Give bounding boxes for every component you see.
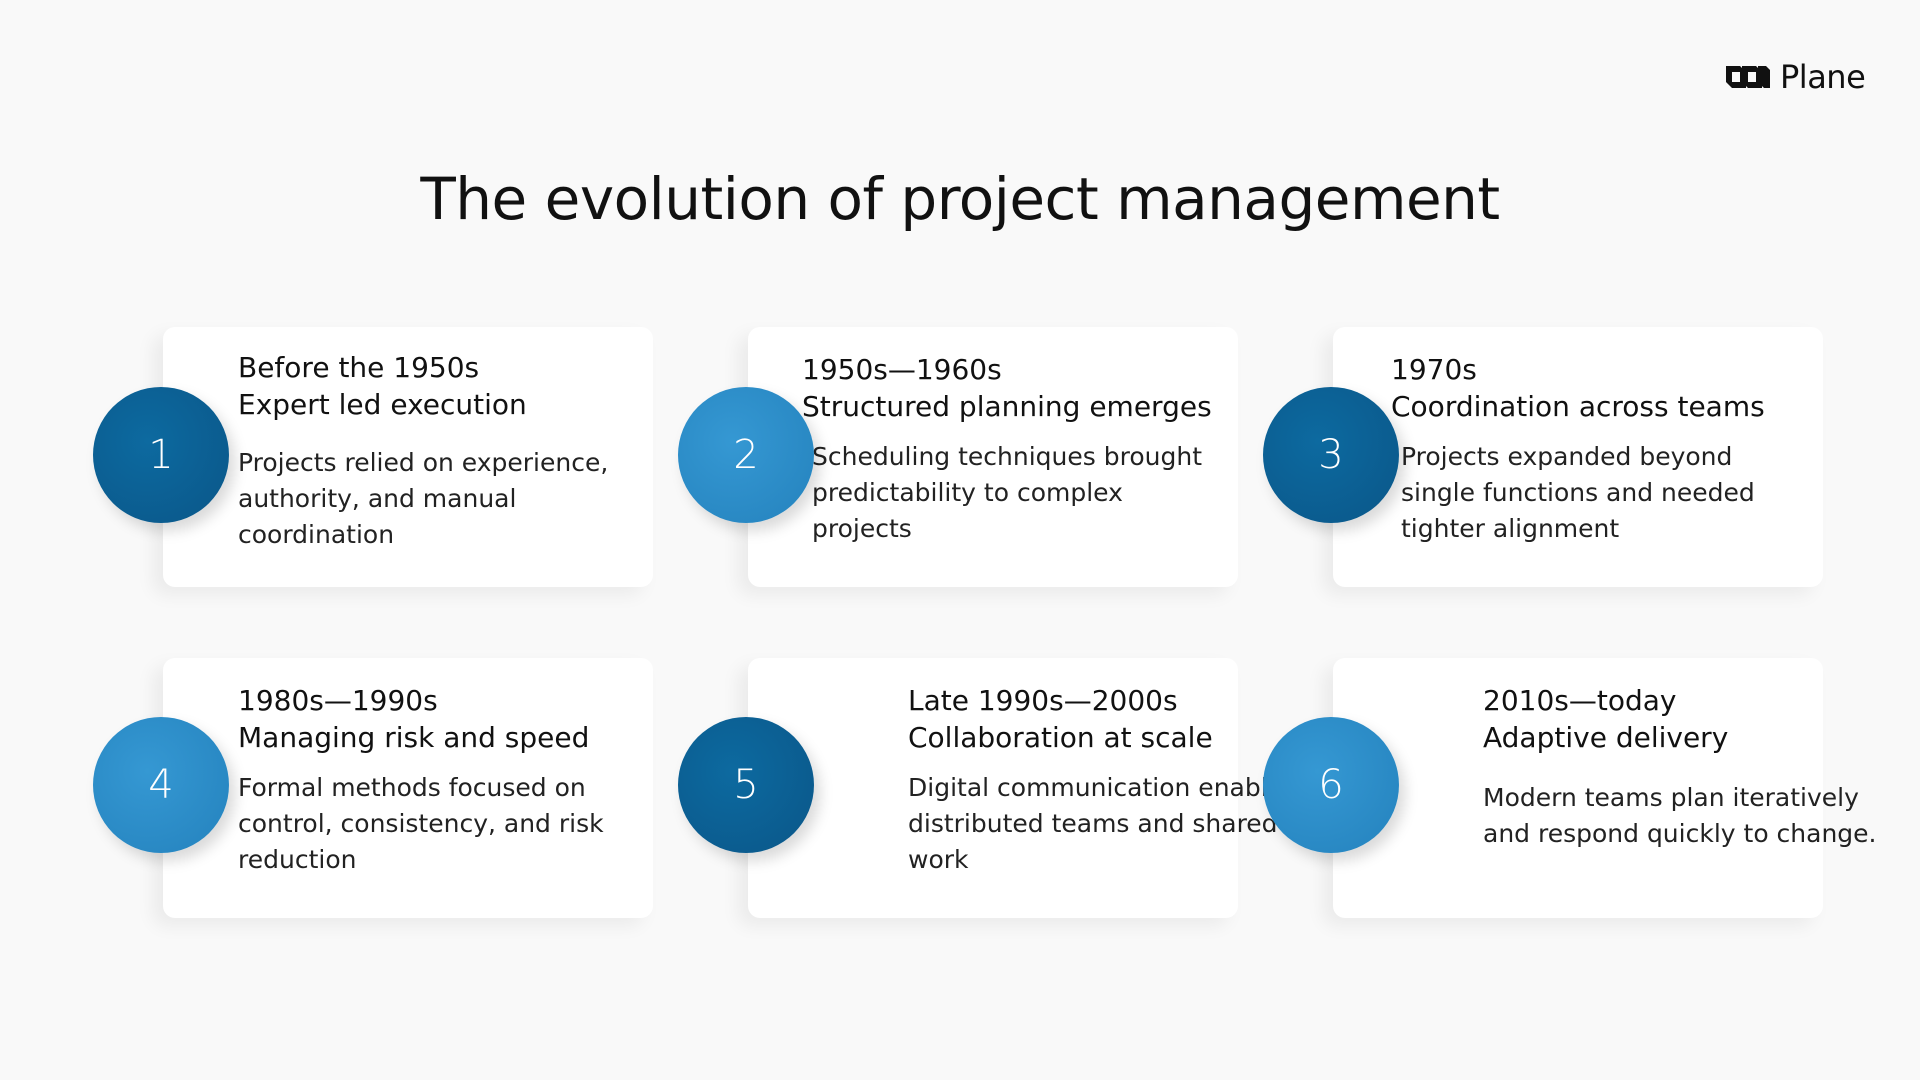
step-description: Modern teams plan iteratively and respon… (1483, 783, 1877, 848)
step-number-badge: 1 (93, 387, 229, 523)
step-card: 2010s—today Adaptive delivery Modern team… (1333, 658, 1877, 918)
step-period: Before the 1950s (238, 351, 480, 384)
step-heading: Late 1990s—2000s Collaboration at scale (908, 682, 1213, 756)
step-number-badge: 2 (678, 387, 814, 523)
step-number-badge: 3 (1263, 387, 1399, 523)
step-heading: 2010s—today Adaptive delivery (1483, 682, 1728, 756)
plane-logo-icon (1726, 66, 1770, 88)
brand-name: Plane (1780, 58, 1866, 96)
step-description: Projects relied on experience, authority… (238, 448, 609, 549)
step-number-badge: 4 (93, 717, 229, 853)
step-description: Projects expanded beyond single function… (1401, 442, 1755, 543)
step-title: Coordination across teams (1391, 390, 1765, 423)
step-heading: Before the 1950s Expert led execution (238, 349, 527, 423)
step-description: Digital communication enabled distribute… (908, 773, 1299, 874)
step-title: Expert led execution (238, 388, 527, 421)
step-card: Late 1990s—2000s Collaboration at scale D… (748, 658, 1299, 918)
step-title: Adaptive delivery (1483, 721, 1729, 754)
page-title: The evolution of project management (420, 165, 1500, 233)
step-period: 1970s (1391, 353, 1477, 386)
step-period: 2010s—today (1483, 684, 1677, 717)
step-number-badge: 6 (1263, 717, 1399, 853)
step-card: 1980s—1990s Managing risk and speed Forma… (163, 658, 653, 918)
step-heading: 1980s—1990s Managing risk and speed (238, 682, 589, 756)
step-heading: 1970s Coordination across teams (1391, 351, 1765, 425)
step-card: 1950s—1960s Structured planning emerges S… (748, 327, 1238, 587)
step-period: 1950s—1960s (802, 353, 1002, 386)
step-card: 1970s Coordination across teams Projects … (1333, 327, 1823, 587)
brand-logo: Plane (1724, 58, 1866, 96)
step-card: Before the 1950s Expert led execution Pro… (163, 327, 653, 587)
step-title: Managing risk and speed (238, 721, 590, 754)
step-heading: 1950s—1960s Structured planning emerges (802, 351, 1212, 425)
step-number-badge: 5 (678, 717, 814, 853)
step-title: Collaboration at scale (908, 721, 1213, 754)
step-period: 1980s—1990s (238, 684, 438, 717)
step-period: Late 1990s—2000s (908, 684, 1178, 717)
step-description: Scheduling techniques brought predictabi… (812, 442, 1202, 543)
step-title: Structured planning emerges (802, 390, 1212, 423)
step-description: Formal methods focused on control, consi… (238, 773, 604, 874)
